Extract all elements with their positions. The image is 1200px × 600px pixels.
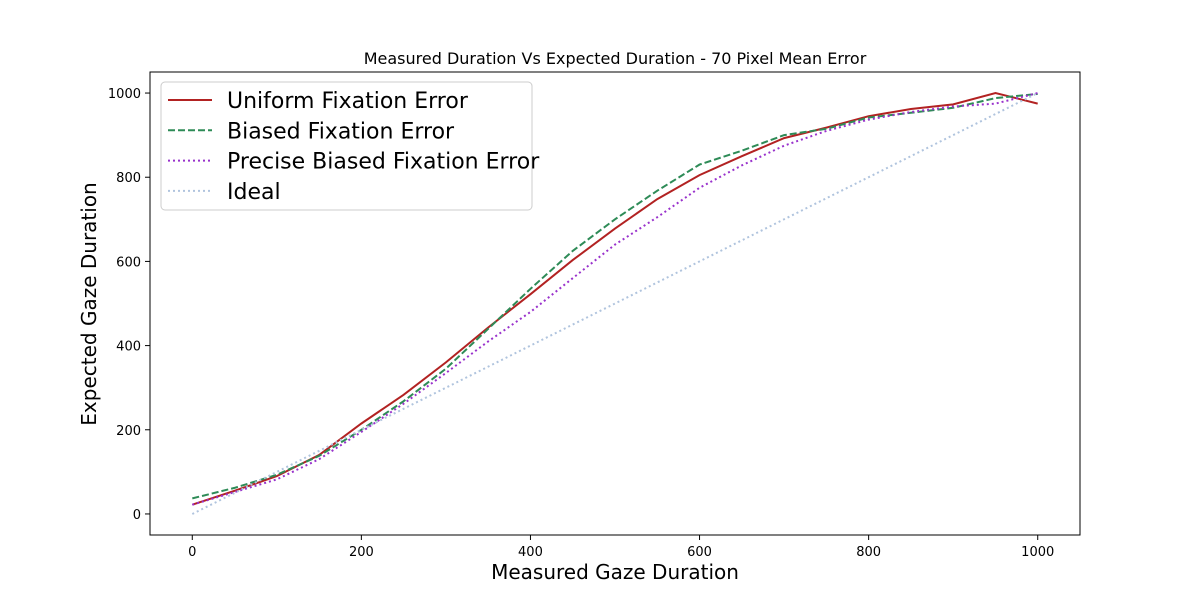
series-line-2 <box>192 92 1038 500</box>
legend-label: Precise Biased Fixation Error <box>227 150 540 175</box>
x-tick-label: 200 <box>349 545 374 560</box>
x-tick-label: 0 <box>188 545 196 560</box>
y-axis-label: Expected Gaze Duration <box>77 182 101 425</box>
y-tick-label: 1000 <box>108 87 141 102</box>
y-tick-label: 0 <box>133 508 141 523</box>
x-tick-label: 1000 <box>1021 545 1054 560</box>
x-tick-label: 800 <box>856 545 881 560</box>
legend: Uniform Fixation Error Biased Fixation Er… <box>160 81 540 211</box>
legend-box <box>160 81 533 211</box>
legend-label: Uniform Fixation Error <box>227 89 469 114</box>
plot-area <box>191 91 1039 515</box>
y-tick-label: 200 <box>116 424 141 439</box>
x-tick-label: 400 <box>518 545 543 560</box>
legend-label: Ideal <box>227 180 281 205</box>
legend-label: Biased Fixation Error <box>227 119 455 144</box>
x-axis: 0 200 400 600 800 1000 <box>188 535 1054 560</box>
series-line-3 <box>192 92 1038 506</box>
y-tick-label: 600 <box>116 255 141 270</box>
y-tick-label: 400 <box>116 340 141 355</box>
y-tick-label: 800 <box>116 171 141 186</box>
plot-frame <box>149 71 1081 536</box>
x-axis-label: Measured Gaze Duration <box>491 560 739 584</box>
x-tick-label: 600 <box>687 545 712 560</box>
series-line-1 <box>191 91 1038 506</box>
y-axis: 0 200 400 600 800 1000 <box>108 87 150 523</box>
chart-title: Measured Duration Vs Expected Duration -… <box>364 49 867 68</box>
